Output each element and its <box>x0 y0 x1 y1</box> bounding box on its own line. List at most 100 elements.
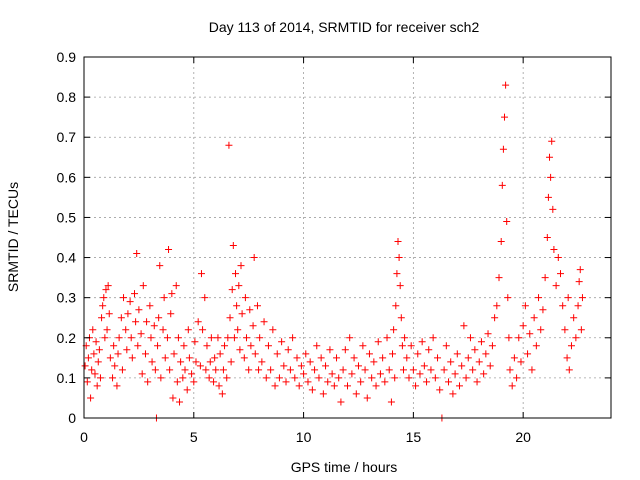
data-point <box>192 358 200 366</box>
plot-frame <box>83 56 612 419</box>
data-point <box>539 306 547 314</box>
data-point <box>549 205 557 213</box>
data-point <box>578 294 586 302</box>
data-point <box>161 354 169 362</box>
data-point <box>333 354 341 362</box>
data-point <box>308 386 316 394</box>
data-point <box>201 294 209 302</box>
data-point <box>565 366 573 374</box>
data-point <box>429 334 437 342</box>
data-point <box>383 334 391 342</box>
data-point <box>262 374 270 382</box>
data-point <box>517 358 525 366</box>
data-point <box>519 322 527 330</box>
data-point <box>504 294 512 302</box>
data-point <box>106 354 114 362</box>
data-point <box>127 334 135 342</box>
data-point <box>460 322 468 330</box>
data-point <box>221 342 229 350</box>
data-point <box>190 378 198 386</box>
x-tick-label: 15 <box>406 429 422 445</box>
data-point <box>572 334 580 342</box>
data-point <box>403 354 411 362</box>
data-point <box>96 374 104 382</box>
y-tick-label: 0.2 <box>57 330 77 346</box>
data-point <box>126 298 134 306</box>
data-point <box>225 141 233 149</box>
data-point <box>188 370 196 378</box>
data-point <box>143 318 151 326</box>
data-point <box>150 322 158 330</box>
data-point <box>131 290 139 298</box>
data-point <box>289 334 297 342</box>
tick-labels: 0 0.1 0.2 0.3 0.4 0.5 0.6 0.7 0.8 0.9 0 5 10 15 20 <box>57 49 532 445</box>
chart-title: Day 113 of 2014, SRMTID for receiver sch… <box>209 19 480 35</box>
data-point <box>550 246 558 254</box>
data-point <box>228 286 236 294</box>
data-point <box>370 358 378 366</box>
data-point <box>469 366 477 374</box>
data-point <box>91 370 99 378</box>
data-point <box>397 314 405 322</box>
data-point <box>291 374 299 382</box>
data-point <box>317 354 325 362</box>
data-point <box>339 366 347 374</box>
data-point <box>241 294 249 302</box>
data-point <box>199 326 207 334</box>
data-point <box>177 358 185 366</box>
data-point <box>214 334 222 342</box>
data-point <box>202 366 210 374</box>
data-point <box>477 338 485 346</box>
data-point <box>215 382 223 390</box>
data-point <box>543 234 551 241</box>
data-point <box>165 246 173 254</box>
data-point <box>576 266 584 274</box>
y-tick-label: 0.8 <box>57 89 77 105</box>
data-point <box>251 350 259 358</box>
data-point <box>341 346 349 354</box>
data-point <box>271 382 279 390</box>
data-point <box>238 310 246 318</box>
data-point <box>434 354 442 362</box>
data-point <box>293 354 301 362</box>
data-point <box>110 342 118 350</box>
data-point <box>134 342 142 350</box>
data-point <box>92 338 100 346</box>
data-point <box>502 81 510 89</box>
data-point <box>414 350 422 358</box>
data-point <box>546 153 554 161</box>
data-point <box>526 330 534 338</box>
data-point <box>151 366 159 374</box>
data-point <box>203 342 211 350</box>
data-point <box>123 346 131 354</box>
data-point <box>352 390 360 398</box>
data-point <box>105 310 113 318</box>
data-point <box>89 326 97 334</box>
data-point <box>226 314 234 322</box>
data-point <box>425 346 433 354</box>
data-point <box>324 378 332 386</box>
data-point <box>505 334 513 342</box>
data-point <box>503 217 511 225</box>
data-point <box>99 302 107 310</box>
data-point <box>561 326 569 334</box>
data-point <box>194 318 202 326</box>
data-point <box>219 366 227 374</box>
data-point <box>156 262 164 270</box>
data-point <box>101 334 109 342</box>
data-point <box>135 306 143 314</box>
x-tick-label: 5 <box>190 429 198 445</box>
data-point <box>544 193 552 201</box>
data-point <box>453 350 461 358</box>
data-point <box>223 374 231 382</box>
data-point <box>197 270 205 278</box>
data-point <box>169 394 177 402</box>
data-point <box>154 342 162 350</box>
data-point <box>567 342 575 350</box>
data-point <box>575 278 583 286</box>
data-point <box>260 318 268 326</box>
data-point <box>554 254 562 262</box>
data-point <box>473 378 481 386</box>
data-point <box>528 366 536 374</box>
y-tick-label: 0.6 <box>57 169 77 185</box>
